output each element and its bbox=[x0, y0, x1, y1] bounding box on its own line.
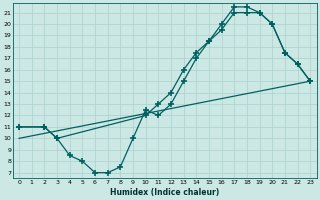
X-axis label: Humidex (Indice chaleur): Humidex (Indice chaleur) bbox=[110, 188, 219, 197]
